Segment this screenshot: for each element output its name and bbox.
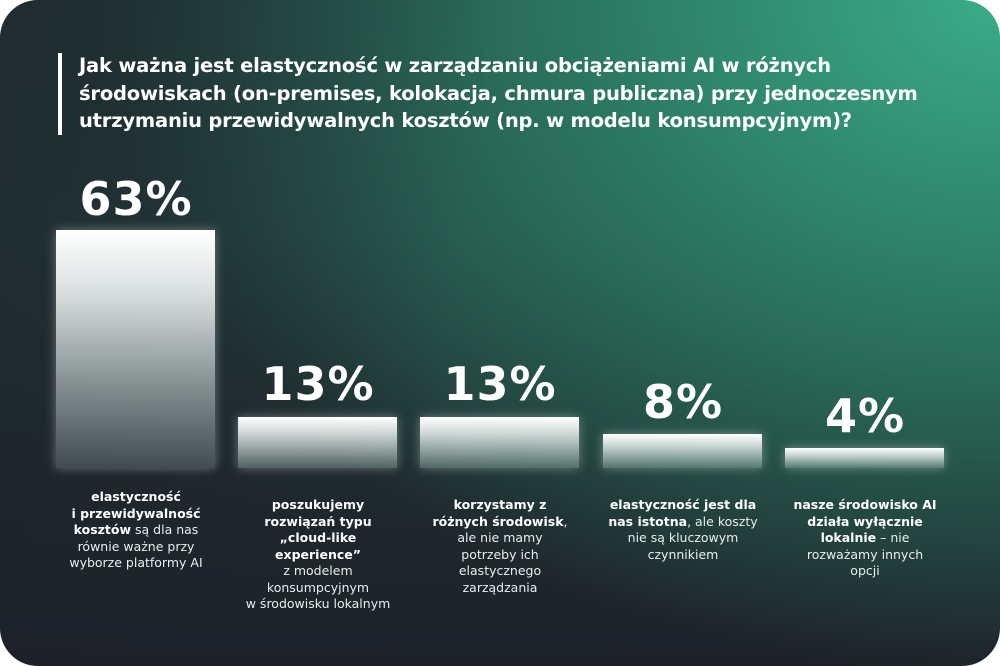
bar xyxy=(785,448,944,468)
value-label: 13% xyxy=(443,357,557,411)
title-line: utrzymaniu przewidywalnych kosztów (np. … xyxy=(79,109,852,132)
bar xyxy=(420,417,579,468)
question-title: Jak ważna jest elastyczność w zarządzani… xyxy=(79,52,959,135)
category-label: elastyczność i przewidywalność kosztów s… xyxy=(69,489,203,570)
question-header: Jak ważna jest elastyczność w zarządzani… xyxy=(58,52,959,135)
value-label: 13% xyxy=(261,357,375,411)
value-label: 8% xyxy=(642,375,724,429)
value-label: 63% xyxy=(79,172,193,226)
category-label: elastyczność jest dla nas istotna, ale k… xyxy=(608,497,758,562)
title-accent-bar xyxy=(58,53,62,135)
bar xyxy=(603,434,762,468)
category-label: poszukujemy rozwiązań typu „cloud-like e… xyxy=(245,497,391,611)
bar xyxy=(56,230,215,468)
bar xyxy=(238,417,397,468)
value-label: 4% xyxy=(824,389,906,443)
category-label: korzystamy z różnych środowisk, ale nie … xyxy=(432,497,568,595)
category-label: nasze środowisko AI działa wyłącznie lok… xyxy=(793,497,937,578)
title-line: środowiskach (on-premises, kolokacja, ch… xyxy=(79,81,918,105)
title-line: Jak ważna jest elastyczność w zarządzani… xyxy=(79,54,831,77)
